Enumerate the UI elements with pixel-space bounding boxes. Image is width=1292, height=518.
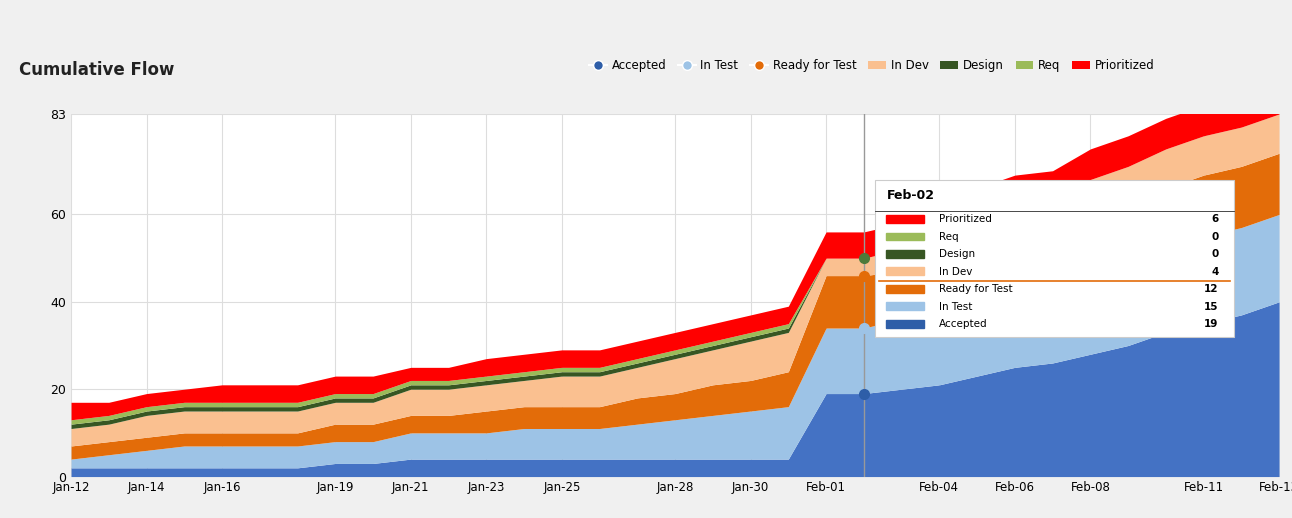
Bar bbox=[886, 250, 924, 258]
Text: 12: 12 bbox=[1204, 284, 1218, 294]
Text: 0: 0 bbox=[1212, 232, 1218, 242]
Text: Feb-02: Feb-02 bbox=[886, 189, 934, 202]
Text: 19: 19 bbox=[1204, 319, 1218, 329]
Text: 4: 4 bbox=[1212, 267, 1218, 277]
Legend: Accepted, In Test, Ready for Test, In Dev, Design, Req, Prioritized: Accepted, In Test, Ready for Test, In De… bbox=[584, 54, 1159, 77]
Text: Ready for Test: Ready for Test bbox=[939, 284, 1013, 294]
Text: Req: Req bbox=[939, 232, 959, 242]
Text: 0: 0 bbox=[1212, 249, 1218, 260]
Bar bbox=[886, 320, 924, 328]
Text: Prioritized: Prioritized bbox=[939, 214, 992, 224]
Bar bbox=[886, 215, 924, 223]
Text: In Dev: In Dev bbox=[939, 267, 973, 277]
FancyBboxPatch shape bbox=[875, 180, 1234, 337]
Bar bbox=[886, 285, 924, 293]
Text: In Test: In Test bbox=[939, 302, 973, 312]
Text: 15: 15 bbox=[1204, 302, 1218, 312]
Bar bbox=[886, 303, 924, 310]
Bar bbox=[886, 233, 924, 240]
Bar bbox=[886, 267, 924, 276]
Text: Accepted: Accepted bbox=[939, 319, 988, 329]
Text: Cumulative Flow: Cumulative Flow bbox=[19, 61, 174, 79]
Text: 6: 6 bbox=[1212, 214, 1218, 224]
Text: Design: Design bbox=[939, 249, 975, 260]
